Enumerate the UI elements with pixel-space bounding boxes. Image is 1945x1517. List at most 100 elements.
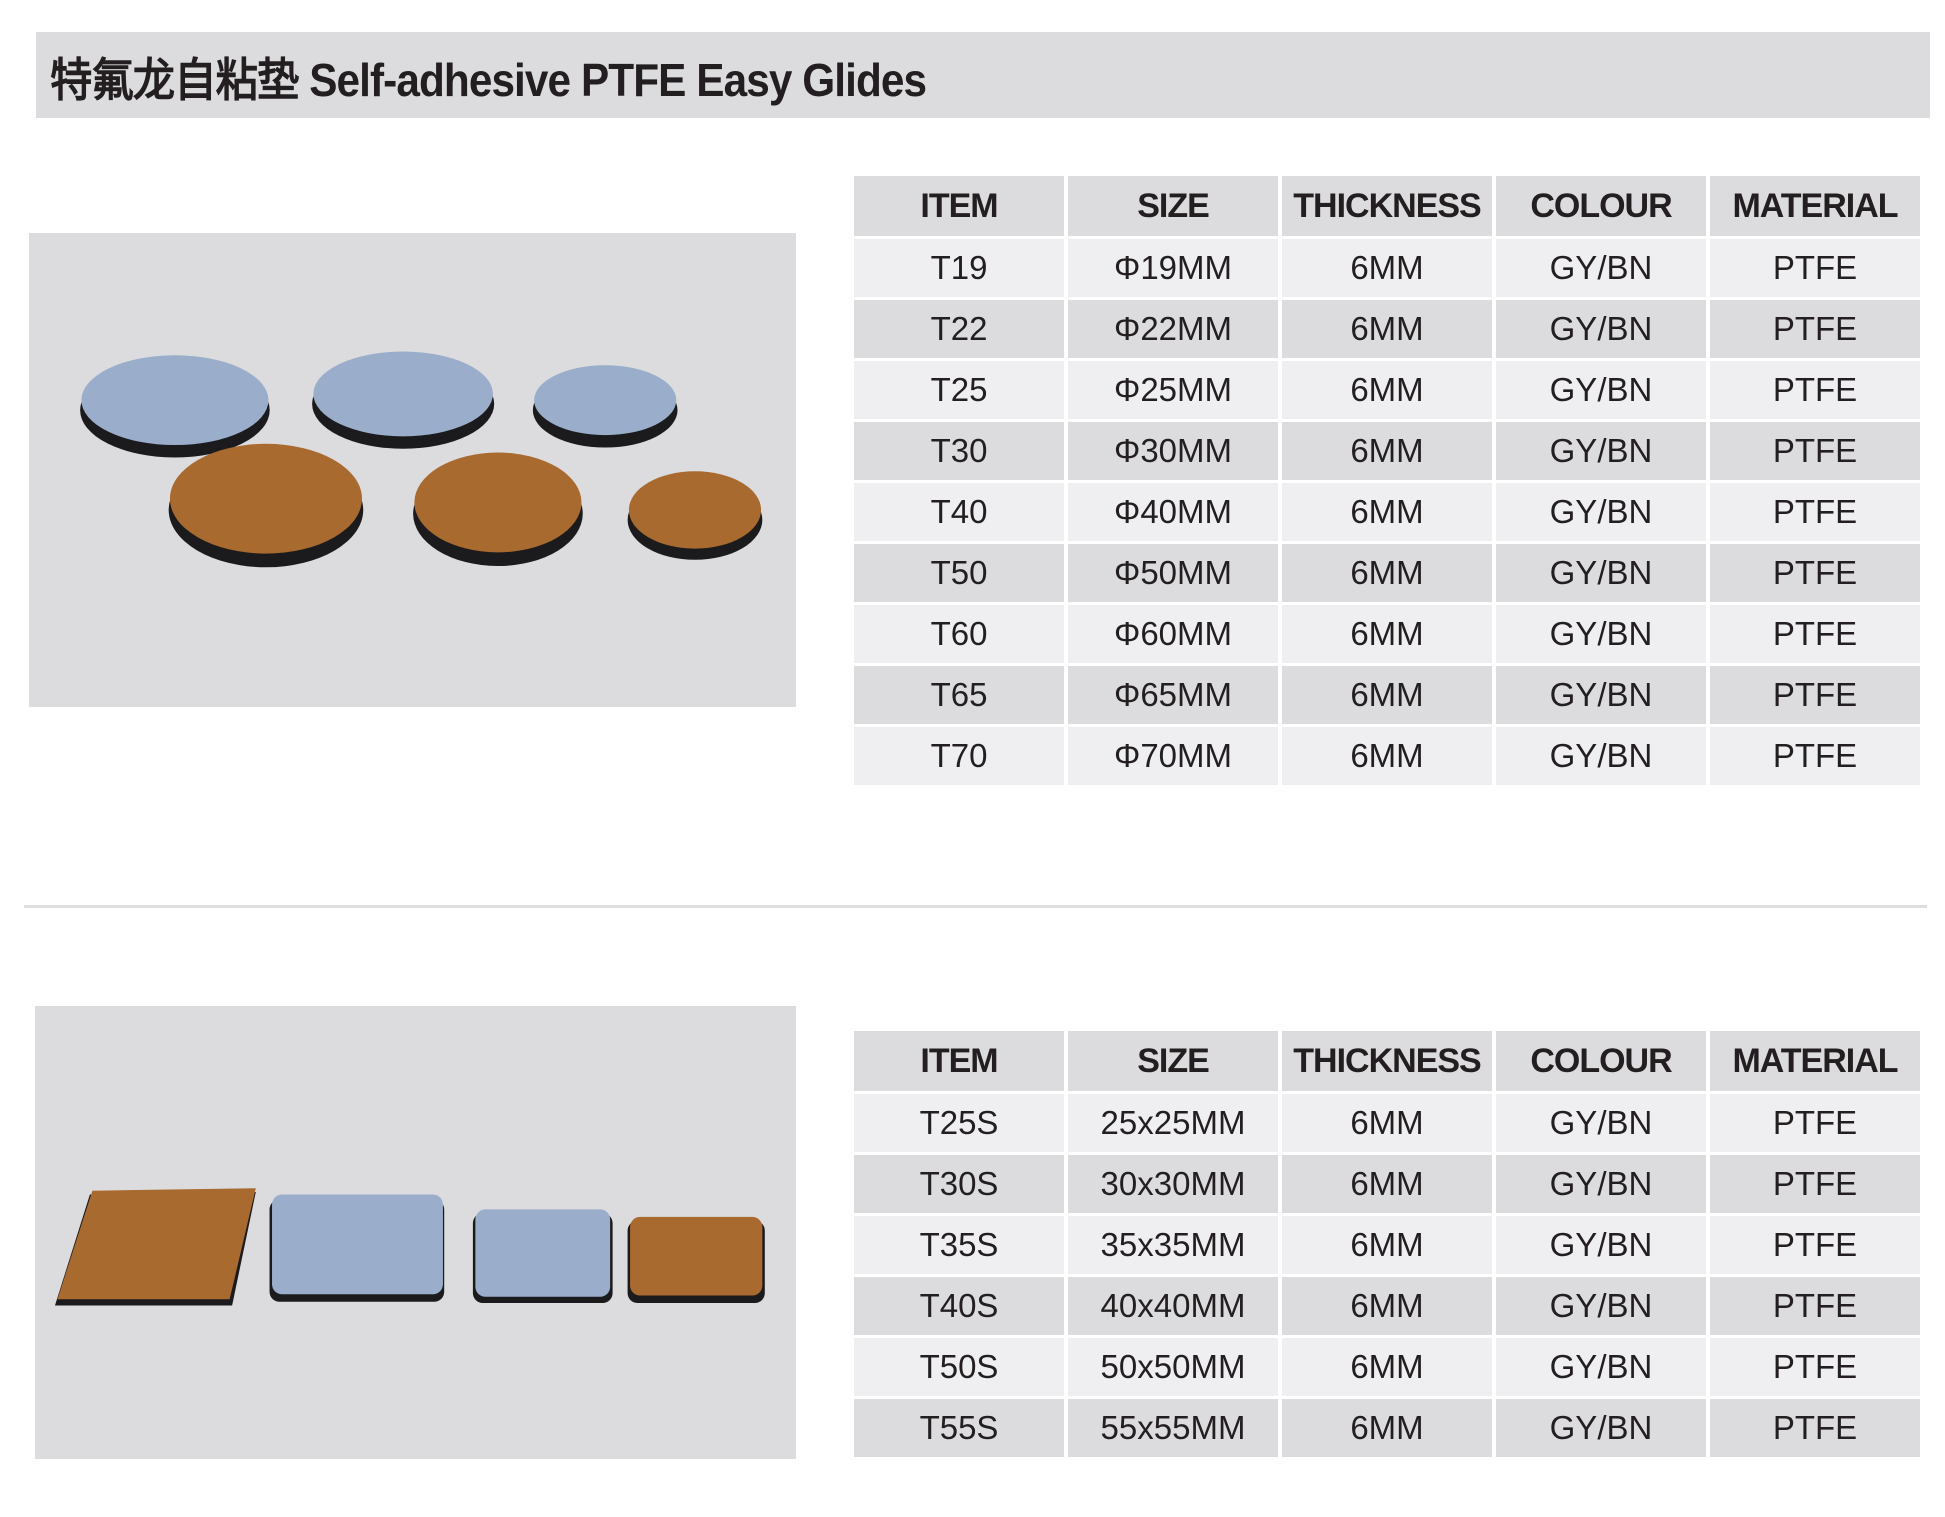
cell-material: PTFE [1710, 1155, 1920, 1213]
cell-size: 55x55MM [1068, 1399, 1278, 1457]
cell-item: T25S [854, 1094, 1064, 1152]
cell-material: PTFE [1710, 1399, 1920, 1457]
grey-square-glide [272, 1194, 443, 1295]
cell-thickness: 6MM [1282, 727, 1492, 785]
cell-size: Φ60MM [1068, 605, 1278, 663]
cell-item: T55S [854, 1399, 1064, 1457]
cell-colour: GY/BN [1496, 483, 1706, 541]
cell-item: T19 [854, 239, 1064, 297]
grey-round-glide [313, 351, 493, 437]
cell-item: T30 [854, 422, 1064, 480]
cell-colour: GY/BN [1496, 239, 1706, 297]
cell-item: T25 [854, 361, 1064, 419]
cell-colour: GY/BN [1496, 1399, 1706, 1457]
brown-round-glide [628, 471, 762, 549]
brown-square-glide [630, 1216, 763, 1296]
cell-colour: GY/BN [1496, 666, 1706, 724]
cell-colour: GY/BN [1496, 300, 1706, 358]
cell-item: T60 [854, 605, 1064, 663]
cell-item: T65 [854, 666, 1064, 724]
cell-thickness: 6MM [1282, 1399, 1492, 1457]
square-glides-table: ITEM SIZE THICKNESS COLOUR MATERIAL T25S… [850, 1028, 1924, 1460]
cell-colour: GY/BN [1496, 544, 1706, 602]
cell-size: Φ70MM [1068, 727, 1278, 785]
table-row: T65 Φ65MM 6MM GY/BN PTFE [854, 666, 1920, 724]
cell-thickness: 6MM [1282, 422, 1492, 480]
header-size: SIZE [1068, 1031, 1278, 1091]
cell-thickness: 6MM [1282, 1338, 1492, 1396]
header-thickness: THICKNESS [1282, 176, 1492, 236]
table-row: T25 Φ25MM 6MM GY/BN PTFE [854, 361, 1920, 419]
header-thickness: THICKNESS [1282, 1031, 1492, 1091]
cell-thickness: 6MM [1282, 361, 1492, 419]
cell-size: 25x25MM [1068, 1094, 1278, 1152]
cell-size: Φ30MM [1068, 422, 1278, 480]
cell-thickness: 6MM [1282, 483, 1492, 541]
cell-size: 40x40MM [1068, 1277, 1278, 1335]
cell-material: PTFE [1710, 727, 1920, 785]
cell-thickness: 6MM [1282, 1277, 1492, 1335]
cell-item: T70 [854, 727, 1064, 785]
cell-size: Φ50MM [1068, 544, 1278, 602]
cell-size: 35x35MM [1068, 1216, 1278, 1274]
cell-colour: GY/BN [1496, 1338, 1706, 1396]
cell-thickness: 6MM [1282, 1216, 1492, 1274]
cell-material: PTFE [1710, 1216, 1920, 1274]
table-row: T35S 35x35MM 6MM GY/BN PTFE [854, 1216, 1920, 1274]
cell-material: PTFE [1710, 1277, 1920, 1335]
cell-item: T22 [854, 300, 1064, 358]
table-row: T40 Φ40MM 6MM GY/BN PTFE [854, 483, 1920, 541]
header-item: ITEM [854, 176, 1064, 236]
header-colour: COLOUR [1496, 176, 1706, 236]
header-colour: COLOUR [1496, 1031, 1706, 1091]
cell-colour: GY/BN [1496, 605, 1706, 663]
brown-round-glide [414, 452, 582, 553]
cell-colour: GY/BN [1496, 727, 1706, 785]
section-divider [24, 905, 1927, 908]
cell-material: PTFE [1710, 300, 1920, 358]
cell-colour: GY/BN [1496, 1277, 1706, 1335]
table-row: T30S 30x30MM 6MM GY/BN PTFE [854, 1155, 1920, 1213]
table-row: T70 Φ70MM 6MM GY/BN PTFE [854, 727, 1920, 785]
cell-thickness: 6MM [1282, 239, 1492, 297]
table-row: T30 Φ30MM 6MM GY/BN PTFE [854, 422, 1920, 480]
round-glides-table: ITEM SIZE THICKNESS COLOUR MATERIAL T19 Φ… [850, 173, 1924, 788]
cell-thickness: 6MM [1282, 1155, 1492, 1213]
cell-thickness: 6MM [1282, 544, 1492, 602]
table-row: T40S 40x40MM 6MM GY/BN PTFE [854, 1277, 1920, 1335]
square-glides-photo [35, 1006, 796, 1459]
cell-item: T35S [854, 1216, 1064, 1274]
cell-size: Φ65MM [1068, 666, 1278, 724]
cell-item: T50 [854, 544, 1064, 602]
header-item: ITEM [854, 1031, 1064, 1091]
grey-round-glide [81, 355, 269, 446]
cell-material: PTFE [1710, 422, 1920, 480]
table-row: T60 Φ60MM 6MM GY/BN PTFE [854, 605, 1920, 663]
table-row: T50 Φ50MM 6MM GY/BN PTFE [854, 544, 1920, 602]
cell-material: PTFE [1710, 1094, 1920, 1152]
cell-colour: GY/BN [1496, 422, 1706, 480]
cell-size: 50x50MM [1068, 1338, 1278, 1396]
table-row: T55S 55x55MM 6MM GY/BN PTFE [854, 1399, 1920, 1457]
cell-material: PTFE [1710, 544, 1920, 602]
table-row: T25S 25x25MM 6MM GY/BN PTFE [854, 1094, 1920, 1152]
cell-material: PTFE [1710, 666, 1920, 724]
cell-material: PTFE [1710, 483, 1920, 541]
round-glides-photo [29, 233, 796, 707]
table-row: T22 Φ22MM 6MM GY/BN PTFE [854, 300, 1920, 358]
grey-square-glide [475, 1209, 611, 1297]
cell-size: Φ19MM [1068, 239, 1278, 297]
cell-size: 30x30MM [1068, 1155, 1278, 1213]
brown-square-glide [57, 1188, 256, 1300]
cell-item: T40S [854, 1277, 1064, 1335]
cell-colour: GY/BN [1496, 1094, 1706, 1152]
grey-round-glide [534, 365, 677, 436]
cell-size: Φ25MM [1068, 361, 1278, 419]
cell-size: Φ22MM [1068, 300, 1278, 358]
header-material: MATERIAL [1710, 1031, 1920, 1091]
cell-material: PTFE [1710, 1338, 1920, 1396]
header-size: SIZE [1068, 176, 1278, 236]
cell-material: PTFE [1710, 361, 1920, 419]
cell-item: T50S [854, 1338, 1064, 1396]
cell-thickness: 6MM [1282, 666, 1492, 724]
